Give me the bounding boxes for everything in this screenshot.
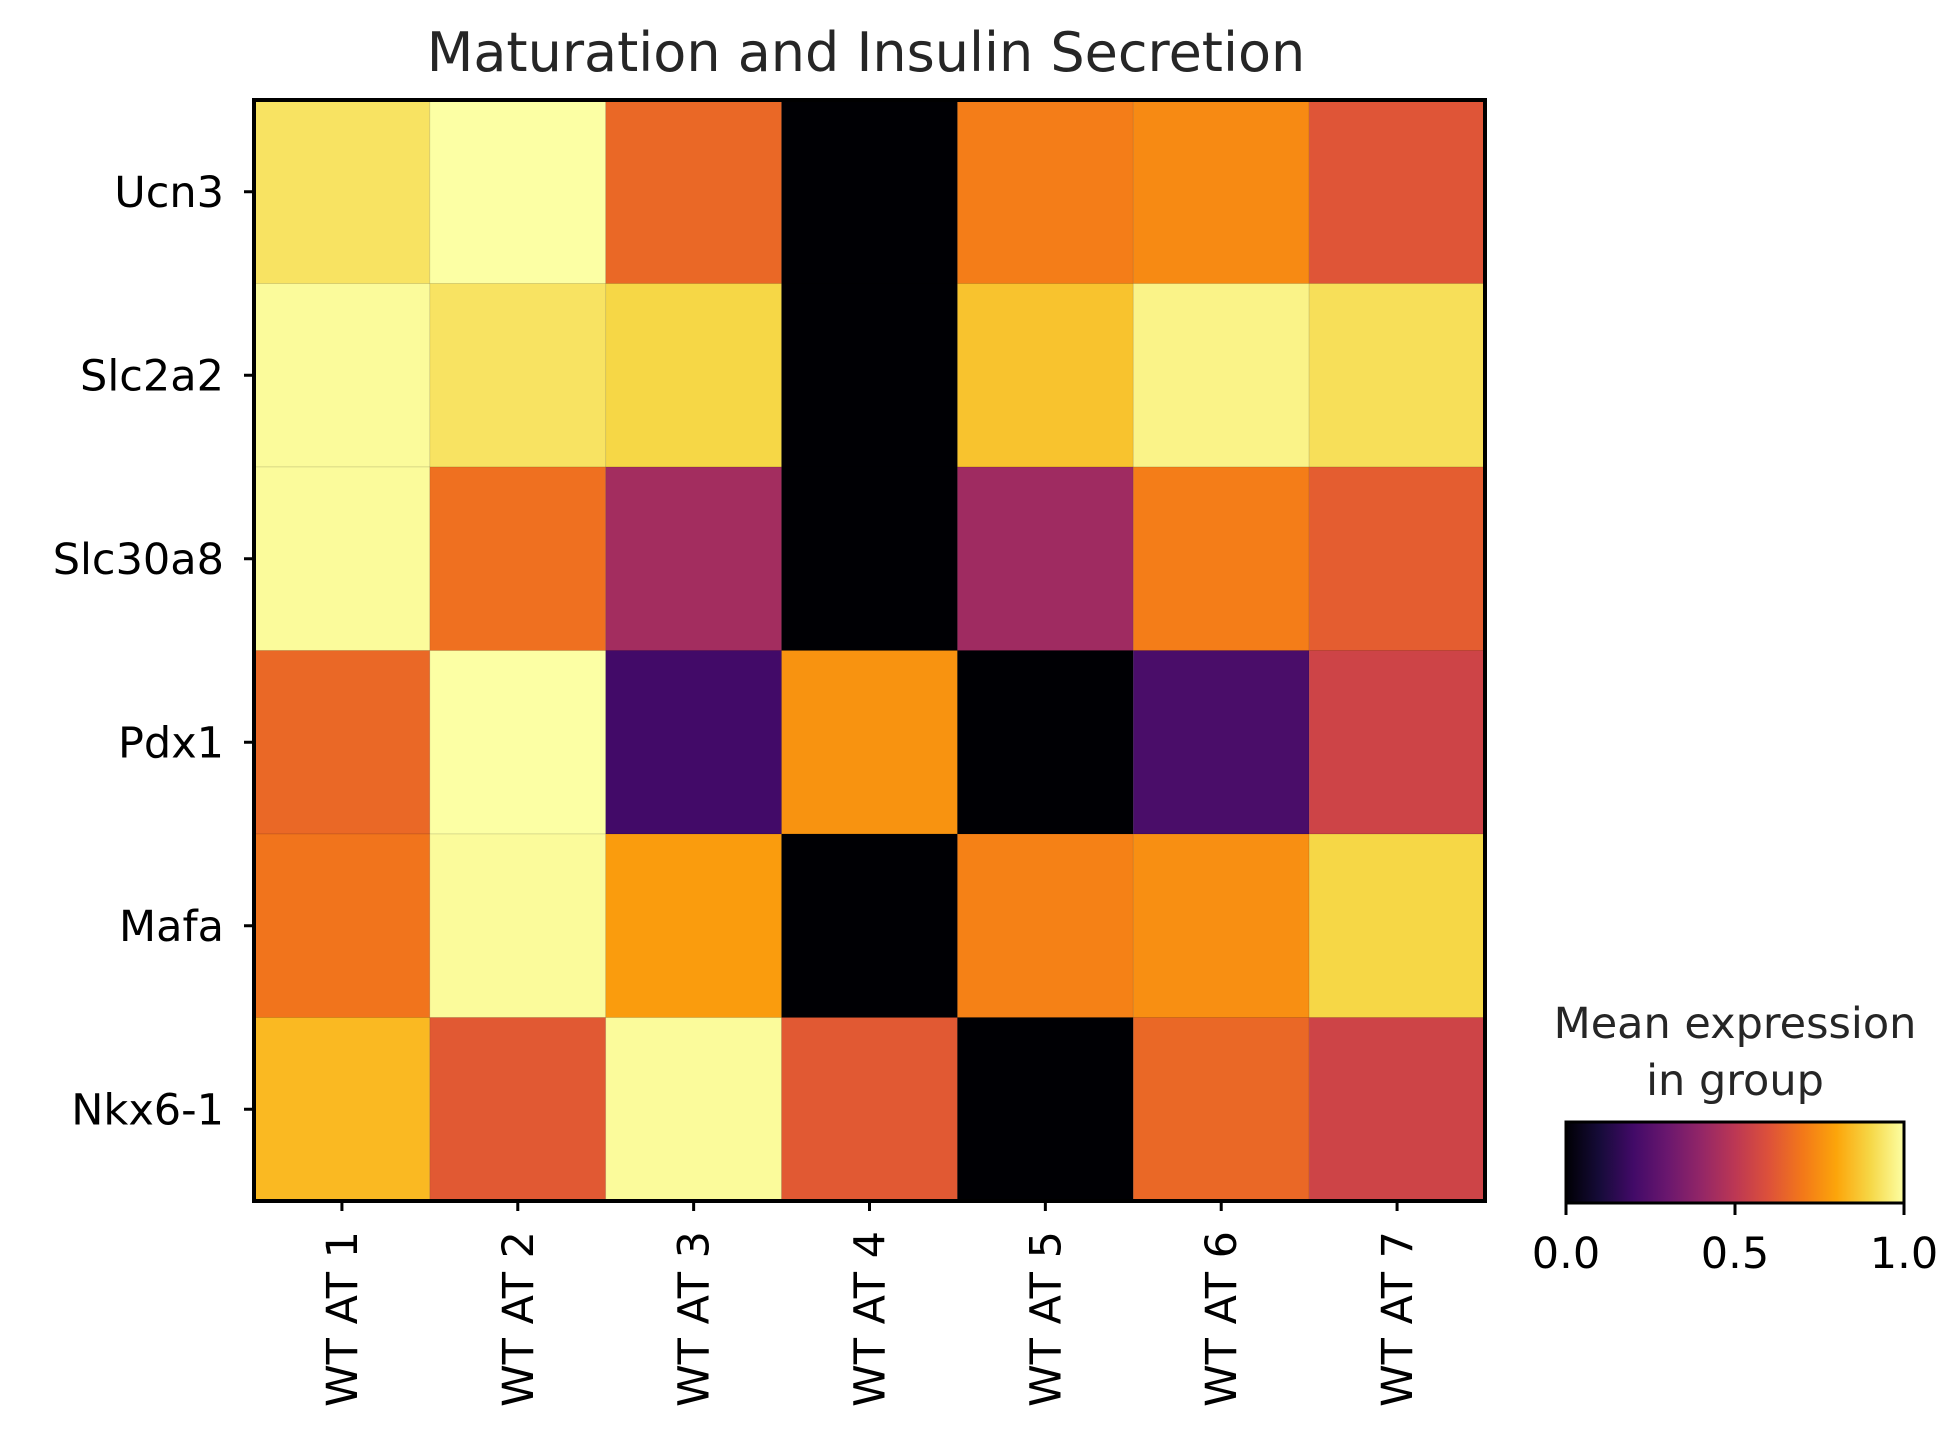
row-label: Nkx6-1: [71, 1085, 224, 1135]
heatmap-cell: [429, 99, 607, 284]
heatmap-cell: [605, 833, 782, 1018]
heatmap-cell: [429, 283, 607, 468]
heatmap-cell: [605, 1017, 782, 1202]
heatmap-cell: [957, 1017, 1134, 1202]
row-label: Slc2a2: [80, 351, 224, 401]
row-label: Slc30a8: [53, 535, 224, 585]
heatmap-cell: [605, 99, 782, 284]
heatmap-cell: [957, 466, 1134, 651]
heatmap-cell: [1308, 466, 1486, 651]
heatmap-cell: [1308, 99, 1486, 284]
column-labels: WT AT 1 WT AT 2 WT AT 3 WT AT 4 WT AT 5 WT AT…: [318, 1201, 1423, 1407]
colorbar: Mean expression in group 0.0 0.5 1.0: [1532, 999, 1938, 1279]
heatmap-cell: [605, 466, 782, 651]
colorbar-tick-label-1: 0.5: [1701, 1229, 1769, 1279]
chart-title: Maturation and Insulin Secretion: [427, 21, 1306, 84]
heatmap-cell: [1308, 833, 1486, 1018]
row-label: Ucn3: [114, 168, 224, 218]
heatmap-cell: [429, 1017, 607, 1202]
row-label: Mafa: [119, 902, 224, 952]
heatmap-cell: [253, 833, 431, 1018]
heatmap-cell: [429, 466, 607, 651]
heatmap-cell: [957, 99, 1134, 284]
colorbar-gradient: [1564, 1120, 1906, 1205]
column-label: WT AT 4: [846, 1231, 896, 1407]
column-label: WT AT 6: [1197, 1231, 1247, 1407]
colorbar-tick-label-2: 1.0: [1870, 1229, 1938, 1279]
heatmap-cell: [605, 283, 782, 468]
row-label: Pdx1: [118, 718, 224, 768]
heatmap-cell: [781, 283, 958, 468]
heatmap-cell: [1132, 833, 1310, 1018]
heatmap-cell: [429, 650, 607, 835]
column-label: WT AT 1: [318, 1231, 368, 1407]
heatmap-cell: [781, 99, 958, 284]
heatmap-cell: [253, 99, 431, 284]
heatmap-cell: [1132, 466, 1310, 651]
heatmap-cell: [781, 833, 958, 1018]
heatmap-cell: [957, 283, 1134, 468]
heatmap-cell: [253, 466, 431, 651]
heatmap-cell: [1132, 650, 1310, 835]
heatmap-cell: [605, 650, 782, 835]
heatmap-cell: [957, 650, 1134, 835]
heatmap-cell: [1308, 650, 1486, 835]
column-label: WT AT 2: [494, 1231, 544, 1407]
heatmap-cell: [781, 1017, 958, 1202]
heatmap-cell: [1308, 283, 1486, 468]
heatmap-cell: [253, 283, 431, 468]
column-label: WT AT 3: [670, 1231, 720, 1407]
heatmap-cell: [1308, 1017, 1486, 1202]
heatmap-cell: [1132, 283, 1310, 468]
colorbar-title-line2: in group: [1646, 1056, 1824, 1106]
heatmap-cell: [253, 650, 431, 835]
heatmap-cell: [429, 833, 607, 1018]
heatmap-cell: [957, 833, 1134, 1018]
colorbar-title-line1: Mean expression: [1554, 999, 1917, 1049]
row-labels: Ucn3 Slc2a2 Slc30a8 Pdx1 Mafa Nkx6-1: [53, 168, 254, 1135]
heatmap-cells: [253, 99, 1486, 1202]
heatmap-cell: [781, 466, 958, 651]
heatmap-cell: [253, 1017, 431, 1202]
heatmap-cell: [781, 650, 958, 835]
heatmap-cell: [1132, 1017, 1310, 1202]
heatmap-cell: [1132, 99, 1310, 284]
colorbar-tick-label-0: 0.0: [1532, 1229, 1600, 1279]
column-label: WT AT 5: [1021, 1231, 1071, 1407]
column-label: WT AT 7: [1373, 1231, 1423, 1407]
